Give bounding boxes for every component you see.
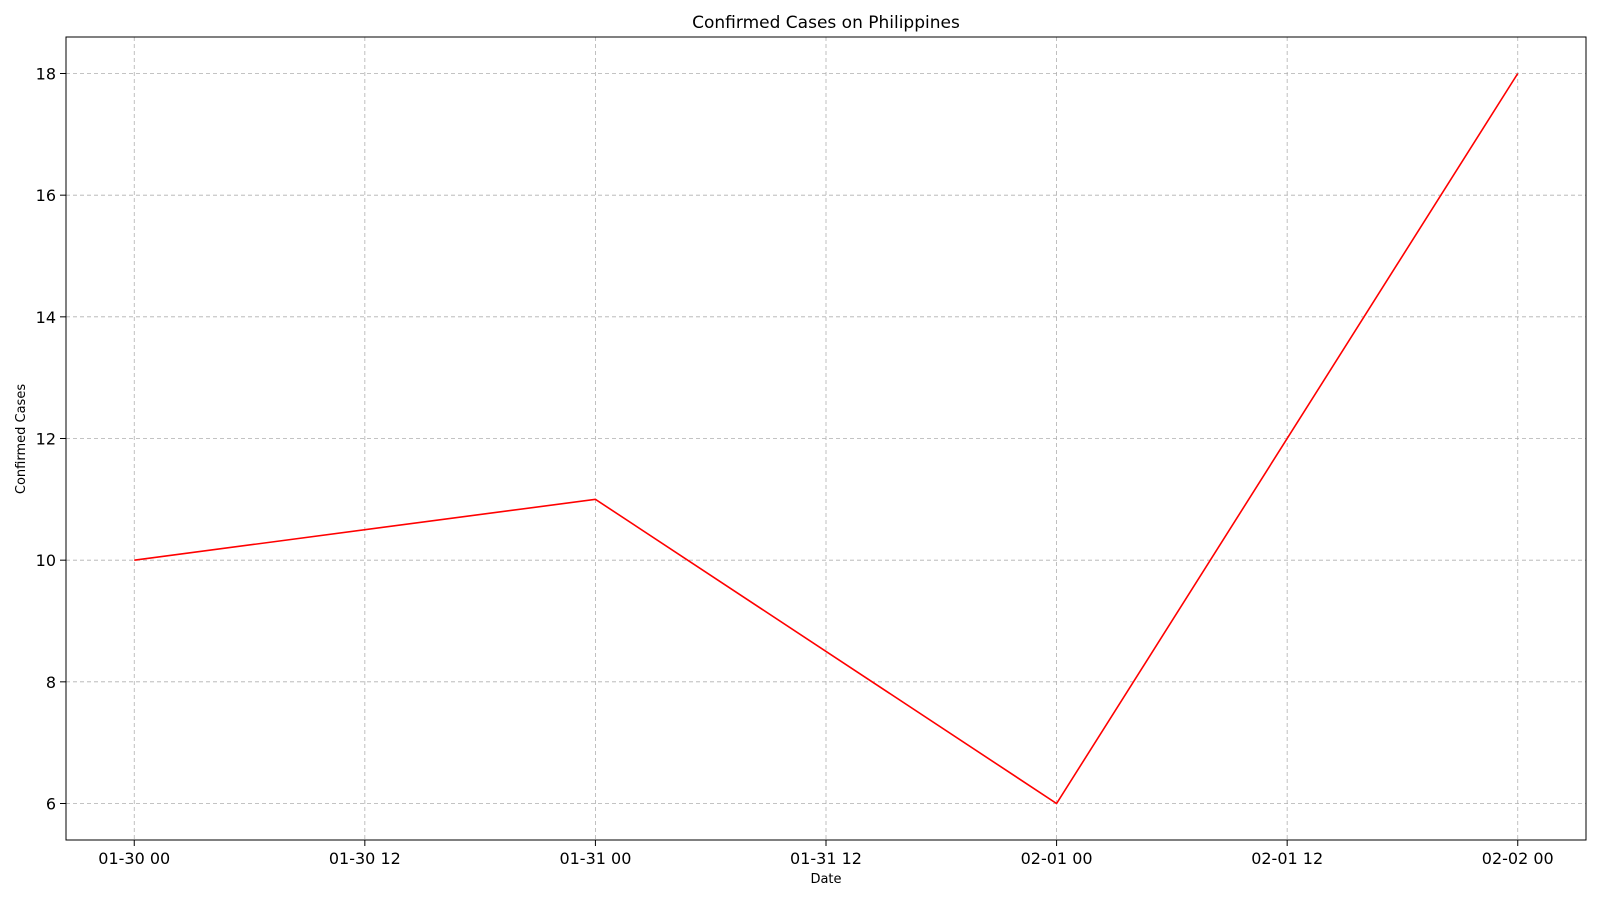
- x-tick-label: 01-30 12: [329, 849, 401, 868]
- series-line: [134, 73, 1519, 805]
- y-axis: 6 8 10 12 14 16 18: [36, 65, 66, 814]
- series-layer: [134, 73, 1519, 805]
- y-tick-label: 12: [36, 430, 56, 449]
- x-tick-label: 02-01 12: [1251, 849, 1323, 868]
- x-tick-label: 02-02 00: [1482, 849, 1554, 868]
- y-tick-label: 8: [46, 673, 56, 692]
- x-axis-label: Date: [810, 872, 841, 887]
- x-axis: 01-30 00 01-30 12 01-31 00 01-31 12 02-01 00…: [98, 840, 1554, 868]
- x-tick-label: 01-31 12: [790, 849, 862, 868]
- x-tick-label: 01-30 00: [98, 849, 170, 868]
- y-tick-label: 6: [46, 795, 56, 814]
- y-tick-label: 10: [36, 551, 56, 570]
- x-tick-label: 02-01 00: [1021, 849, 1093, 868]
- y-tick-label: 18: [36, 65, 56, 84]
- chart-title: Confirmed Cases on Philippines: [692, 13, 960, 33]
- grid: [66, 37, 1586, 840]
- y-tick-label: 14: [36, 308, 56, 327]
- x-tick-label: 01-31 00: [559, 849, 631, 868]
- y-axis-label: Confirmed Cases: [14, 384, 29, 494]
- y-tick-label: 16: [36, 186, 56, 205]
